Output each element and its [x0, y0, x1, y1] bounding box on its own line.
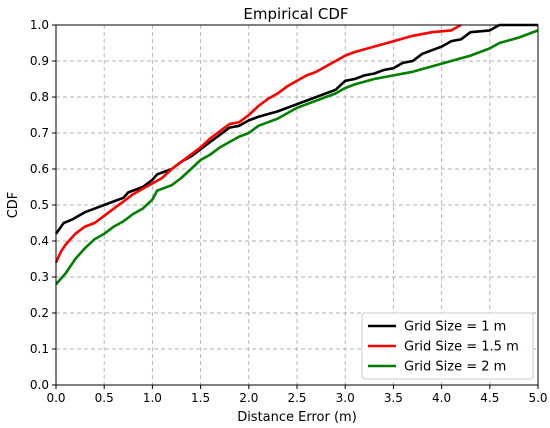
legend-label-2: Grid Size = 1.5 m — [404, 340, 519, 355]
series-layer — [54, 23, 539, 286]
y-tick-label: 0.1 — [30, 342, 49, 356]
chart-title: Empirical CDF — [243, 5, 348, 23]
series-line-1 — [54, 23, 538, 235]
x-ticks: 0.0 0.5 1.0 1.5 2.0 2.5 3.0 3.5 4.0 4.5 5.0 — [46, 385, 548, 405]
y-tick-label: 0.2 — [30, 306, 49, 320]
y-tick-label: 0.3 — [30, 270, 49, 284]
x-tick-label: 2.0 — [239, 391, 258, 405]
y-tick-label: 0.8 — [30, 90, 49, 104]
legend: Grid Size = 1 m Grid Size = 1.5 m Grid Siz… — [361, 312, 534, 380]
x-tick-label: 1.0 — [143, 391, 162, 405]
series-line-3 — [55, 29, 539, 286]
x-tick-label: 4.5 — [480, 391, 499, 405]
x-tick-label: 3.5 — [384, 391, 403, 405]
y-tick-label: 0.5 — [30, 198, 49, 212]
y-tick-label: 0.4 — [30, 234, 49, 248]
x-tick-label: 0.0 — [46, 391, 65, 405]
x-tick-label: 3.0 — [336, 391, 355, 405]
y-axis-title: CDF — [6, 192, 21, 219]
y-tick-label: 0.6 — [30, 162, 49, 176]
y-tick-label: 1.0 — [30, 18, 49, 32]
x-tick-label: 0.5 — [95, 391, 114, 405]
legend-box — [361, 312, 534, 380]
x-tick-label: 4.0 — [432, 391, 451, 405]
x-axis-title: Distance Error (m) — [237, 410, 357, 425]
x-tick-label: 5.0 — [528, 391, 547, 405]
x-tick-label: 1.5 — [191, 391, 210, 405]
x-tick-label: 2.5 — [287, 391, 306, 405]
series-line-2 — [54, 23, 462, 264]
y-tick-label: 0.7 — [30, 126, 49, 140]
y-tick-label: 0.0 — [30, 378, 49, 392]
y-ticks: 0.0 0.1 0.2 0.3 0.4 0.5 0.6 0.7 0.8 0.9 1.0 — [30, 18, 56, 392]
y-tick-label: 0.9 — [30, 54, 49, 68]
legend-label-1: Grid Size = 1 m — [404, 320, 506, 335]
legend-label-3: Grid Size = 2 m — [404, 360, 506, 375]
